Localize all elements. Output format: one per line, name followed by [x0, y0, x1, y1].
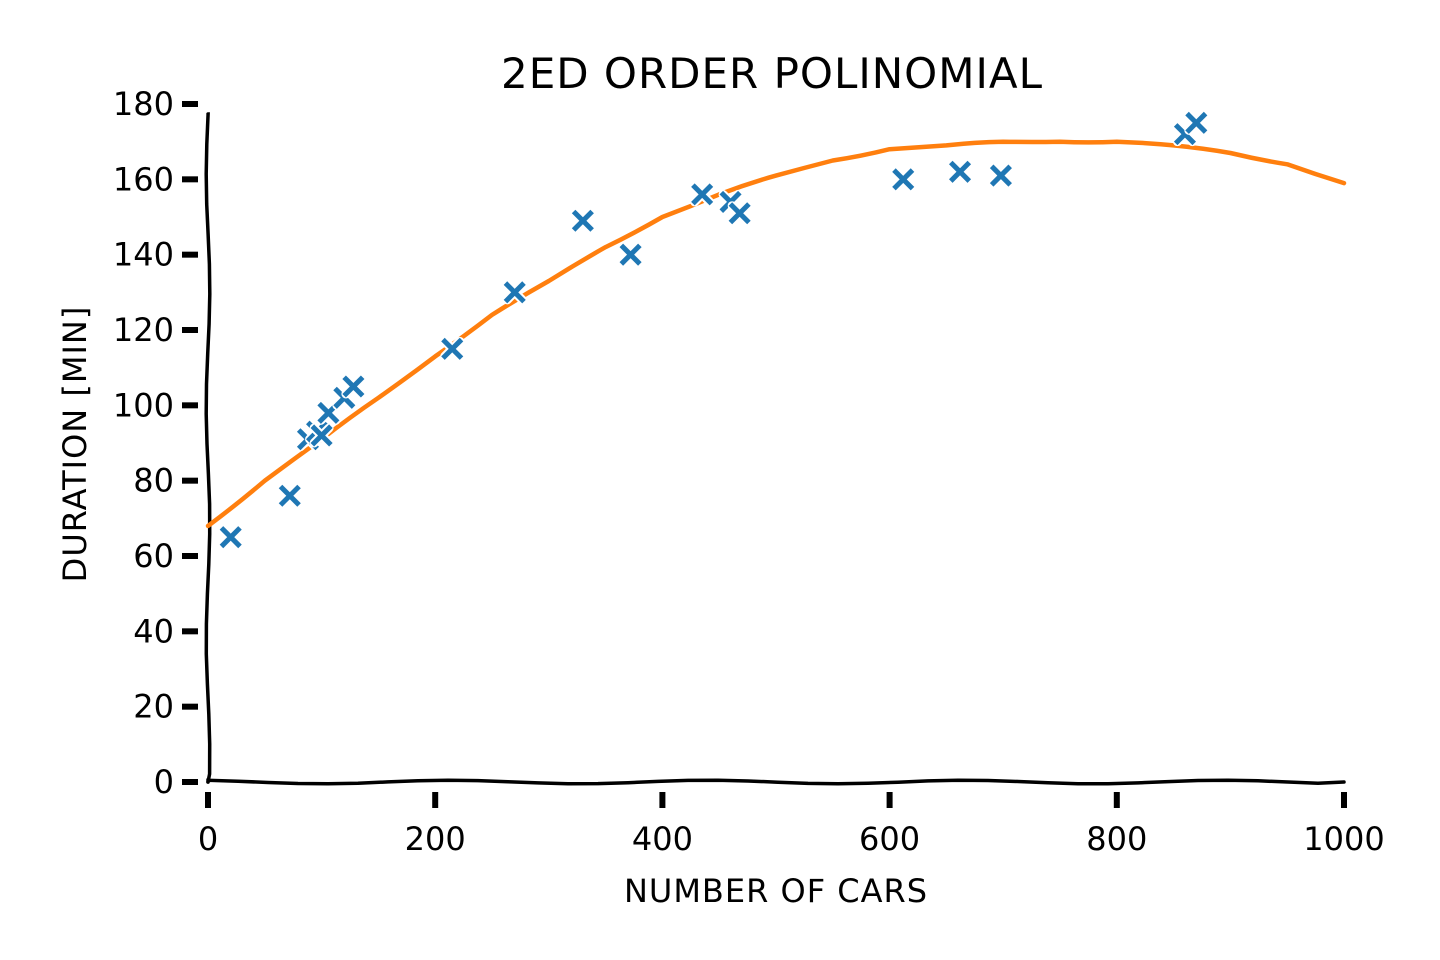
- fit-line: [205, 139, 1347, 529]
- scatter-point: [727, 201, 752, 226]
- scatter-point: [618, 242, 643, 267]
- x-tick-label: 0: [198, 820, 218, 858]
- x-axis-label: NUMBER OF CARS: [624, 872, 928, 910]
- y-tick-label: 140: [113, 236, 174, 274]
- axes: [204, 112, 1346, 786]
- scatter-point: [440, 336, 465, 361]
- scatter-point: [690, 182, 715, 207]
- y-tick-label: 20: [133, 688, 174, 726]
- x-axis-ticks: 0 200 400 600 800 1000: [198, 792, 1385, 858]
- x-tick-label: 200: [405, 820, 466, 858]
- y-tick-label: 60: [133, 537, 174, 575]
- scatter-point: [218, 525, 243, 550]
- y-tick-label: 120: [113, 311, 174, 349]
- scatter-point: [948, 159, 973, 184]
- y-tick-label: 80: [133, 462, 174, 500]
- scatter-point: [570, 208, 595, 233]
- y-tick-label: 0: [154, 763, 174, 801]
- scatter-point: [988, 163, 1013, 188]
- x-tick-label: 800: [1086, 820, 1147, 858]
- y-axis-line: [204, 112, 212, 784]
- y-tick-label: 100: [113, 386, 174, 424]
- y-tick-label: 160: [113, 160, 174, 198]
- scatter-point: [1184, 110, 1209, 135]
- scatter-point: [502, 280, 527, 305]
- x-axis-line: [206, 778, 1346, 786]
- y-tick-label: 180: [113, 85, 174, 123]
- scatter-point: [341, 374, 366, 399]
- y-axis-label: DURATION [MIN]: [56, 306, 94, 583]
- y-tick-label: 40: [133, 612, 174, 650]
- scatter-point: [309, 423, 334, 448]
- chart-title: 2ED ORDER POLINOMIAL: [501, 49, 1043, 98]
- fit-line-series: [205, 139, 1347, 529]
- x-tick-label: 600: [859, 820, 920, 858]
- scatter-point: [277, 483, 302, 508]
- x-tick-label: 1000: [1303, 820, 1384, 858]
- scatter-point: [891, 167, 916, 192]
- x-tick-label: 400: [632, 820, 693, 858]
- scatter-series: [218, 110, 1209, 550]
- y-axis-ticks: 0 20 40 60 80 100 120 140 160 180: [113, 85, 198, 801]
